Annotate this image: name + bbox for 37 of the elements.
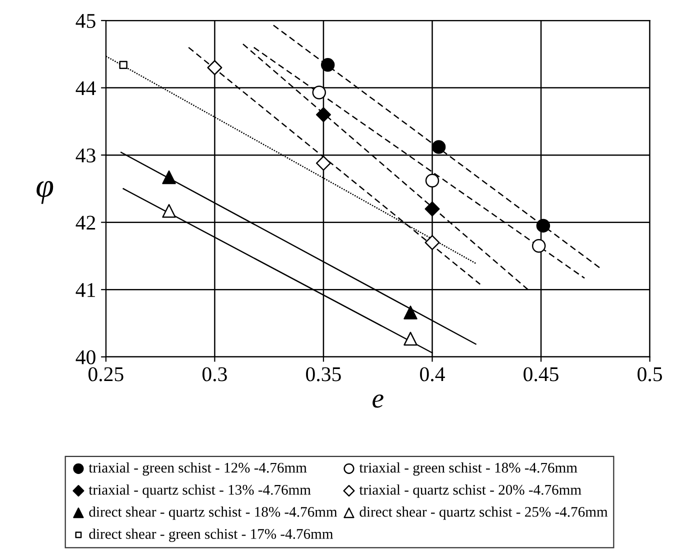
y-tick-label: 45 — [76, 14, 96, 28]
legend-label: direct shear - green schist - 17% -4.76mm — [89, 528, 334, 542]
point — [424, 235, 440, 250]
legend-label: triaxial - quartz schist - 20% -4.76mm — [359, 484, 582, 498]
x-tick-label: 0.25 — [88, 367, 124, 382]
x-tick-label: 0.4 — [420, 367, 445, 382]
point — [316, 107, 331, 122]
x-tick-label: 0.45 — [524, 367, 558, 382]
x-tick-label: 0.3 — [202, 367, 227, 382]
legend-label: direct shear - quartz schist - 25% -4.76mm — [360, 506, 608, 520]
y-tick-label: 41 — [76, 283, 95, 297]
legend-label: triaxial - quartz schist - 13% -4.76mm — [88, 484, 311, 498]
point — [432, 140, 446, 154]
point — [404, 332, 418, 346]
x-axis-title: e — [372, 394, 384, 408]
x-tick-label: 0.5 — [638, 367, 662, 382]
legend-label: triaxial - green schist - 18% -4.76mm — [359, 462, 578, 476]
point — [207, 60, 222, 76]
y-tick-label: 42 — [76, 216, 96, 230]
x-tick-label: 0.35 — [306, 367, 341, 382]
y-axis-title: φ — [36, 180, 54, 204]
point — [316, 156, 331, 171]
y-tick-label: 43 — [76, 148, 96, 162]
point — [119, 60, 128, 70]
point — [162, 204, 176, 218]
point — [425, 174, 440, 188]
point — [312, 86, 326, 100]
y-tick-label: 40 — [76, 350, 96, 364]
y-tick-label: 44 — [76, 81, 96, 96]
point — [162, 170, 176, 184]
point — [424, 201, 440, 216]
legend-label: triaxial - green schist - 12% -4.76mm — [88, 462, 307, 476]
point — [404, 306, 418, 320]
legend-label: direct shear - quartz schist - 18% -4.76mm — [89, 506, 338, 520]
point — [532, 239, 546, 253]
point — [320, 58, 335, 72]
point — [536, 218, 550, 233]
